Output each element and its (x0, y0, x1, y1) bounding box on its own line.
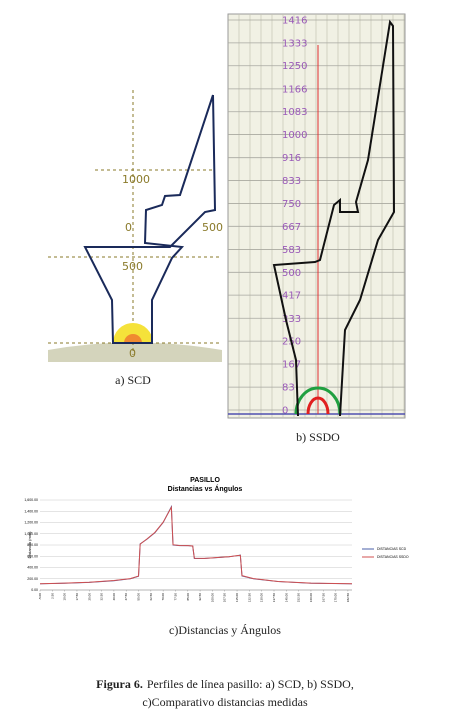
x-tick-label: 40.00 (112, 593, 116, 601)
y-tick-label: 1166 (282, 84, 307, 95)
y-tick-label: 1083 (282, 107, 307, 118)
x-tick-label: 47.50 (124, 593, 128, 601)
figure-caption: Figura 6. Perfiles de línea pasillo: a) S… (96, 677, 354, 691)
figure-caption: c)Comparativo distancias medidas (142, 695, 308, 709)
y-tick-label: 833 (282, 176, 301, 187)
y-tick-label: 83 (282, 383, 295, 394)
y-tick-label: 916 (282, 153, 301, 164)
y-tick-label: 1416 (282, 16, 307, 27)
series-line (39, 504, 353, 585)
x-tick-label: 137.50 (272, 593, 276, 603)
x-tick-label: 167.50 (321, 593, 325, 603)
series-line (39, 505, 353, 585)
sensor-zone (113, 323, 153, 343)
y-tick-label: 0.00 (31, 588, 38, 592)
x-tick-label: 32.50 (100, 593, 104, 601)
ground (48, 342, 222, 362)
scan-profile (83, 94, 217, 344)
x-tick-label: -5.00 (38, 593, 42, 600)
range-label: 500 (202, 221, 223, 234)
x-tick-label: 10.00 (63, 593, 67, 601)
range-label: 0 (129, 347, 136, 360)
x-tick-label: 77.50 (173, 593, 177, 601)
y-tick-label: 1,600.00 (24, 498, 38, 502)
panel-c: PASILLO Distancias vs Ángulos Distancia … (24, 477, 409, 602)
sensor-zone (306, 396, 330, 415)
panel-caption: b) SSDO (296, 430, 340, 444)
y-tick-label: 500 (282, 268, 301, 279)
y-tick-label: 1,000.00 (24, 532, 38, 536)
sensor-zone (124, 334, 142, 343)
legend-label: DISTANCIAS SCD (377, 547, 407, 551)
scan-profile (272, 19, 396, 417)
panel-caption: a) SCD (115, 373, 151, 387)
x-tick-label: 92.50 (198, 593, 202, 601)
plot-area (227, 13, 406, 419)
x-tick-label: 70.00 (161, 593, 165, 601)
caption-label: Figura 6. (96, 677, 143, 691)
y-tick-label: 333 (282, 314, 301, 325)
y-axis-label: Distancia (mm) (27, 531, 32, 559)
x-tick-label: 175.00 (334, 593, 338, 603)
x-tick-label: 100.00 (210, 593, 214, 603)
x-tick-label: 2.50 (50, 593, 54, 599)
y-tick-label: 417 (282, 291, 301, 302)
panel-caption: c)Distancias y Ángulos (169, 623, 281, 637)
x-tick-label: 130.00 (260, 593, 264, 603)
x-tick-label: 122.50 (247, 593, 251, 603)
y-tick-label: 583 (282, 245, 301, 256)
y-tick-label: 1250 (282, 61, 307, 72)
chart-title: PASILLO (190, 477, 220, 484)
y-tick-label: 167 (282, 360, 301, 371)
y-tick-label: 1,400.00 (24, 509, 38, 513)
legend-label: DISTANCIAS SSDO (377, 555, 409, 559)
y-tick-label: 750 (282, 199, 301, 210)
panel-a: 1000 0 500 500 0 a) SCD (48, 90, 223, 387)
y-tick-label: 667 (282, 222, 301, 233)
y-tick-label: 0 (282, 406, 288, 417)
caption-text: Perfiles de línea pasillo: a) SCD, b) SS… (147, 677, 354, 691)
range-label: 1000 (122, 173, 150, 186)
y-tick-label: 1000 (282, 130, 307, 141)
y-tick-label: 1333 (282, 38, 307, 49)
x-tick-label: 25.00 (87, 593, 91, 601)
range-label: 0 (125, 221, 132, 234)
x-tick-label: 62.50 (149, 593, 153, 601)
y-tick-label: 400.00 (27, 566, 38, 570)
range-label: 500 (122, 260, 143, 273)
y-tick-label: 200.00 (27, 577, 38, 581)
y-tick-label: 800.00 (27, 543, 38, 547)
x-tick-label: 17.50 (75, 593, 79, 601)
x-tick-label: 85.00 (186, 593, 190, 601)
chart-subtitle: Distancias vs Ángulos (168, 484, 243, 493)
x-tick-label: 115.00 (235, 593, 239, 602)
x-tick-label: 182.50 (346, 593, 350, 603)
x-tick-label: 160.00 (309, 593, 313, 603)
y-tick-label: 600.00 (27, 554, 38, 558)
x-tick-label: 55.00 (137, 593, 141, 601)
x-tick-label: 152.50 (297, 593, 301, 603)
x-tick-label: 145.00 (284, 593, 288, 603)
panel-b: 0831672503334175005836677508339161000108… (227, 13, 406, 419)
x-tick-label: 107.50 (223, 593, 227, 603)
y-tick-label: 1,200.00 (24, 521, 38, 525)
